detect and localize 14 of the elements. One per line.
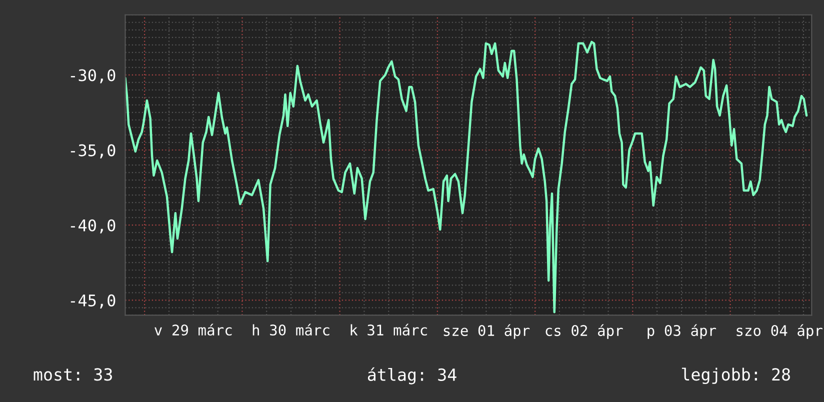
y-tick-label: -40,0 <box>70 219 116 234</box>
text: átlag: 34 <box>368 367 456 384</box>
x-tick-label: szo 04 ápr <box>736 324 822 339</box>
x-tick-label: cs 02 ápr <box>546 324 623 339</box>
x-tick-label: h 30 márc <box>252 324 330 336</box>
y-tick-label: -30,0 <box>70 69 116 84</box>
x-tick-label: v 29 márc <box>154 324 232 336</box>
y-tick-label: -35,0 <box>70 144 116 158</box>
x-tick-label: sze 01 ápr <box>444 324 530 339</box>
y-tick-label: -45,0 <box>70 294 116 309</box>
x-tick-label: k 31 márc <box>350 324 427 336</box>
x-tick-label: p 03 ápr <box>648 324 716 339</box>
text: legjobb: 28 <box>682 368 790 384</box>
text: most: 33 <box>34 368 112 381</box>
